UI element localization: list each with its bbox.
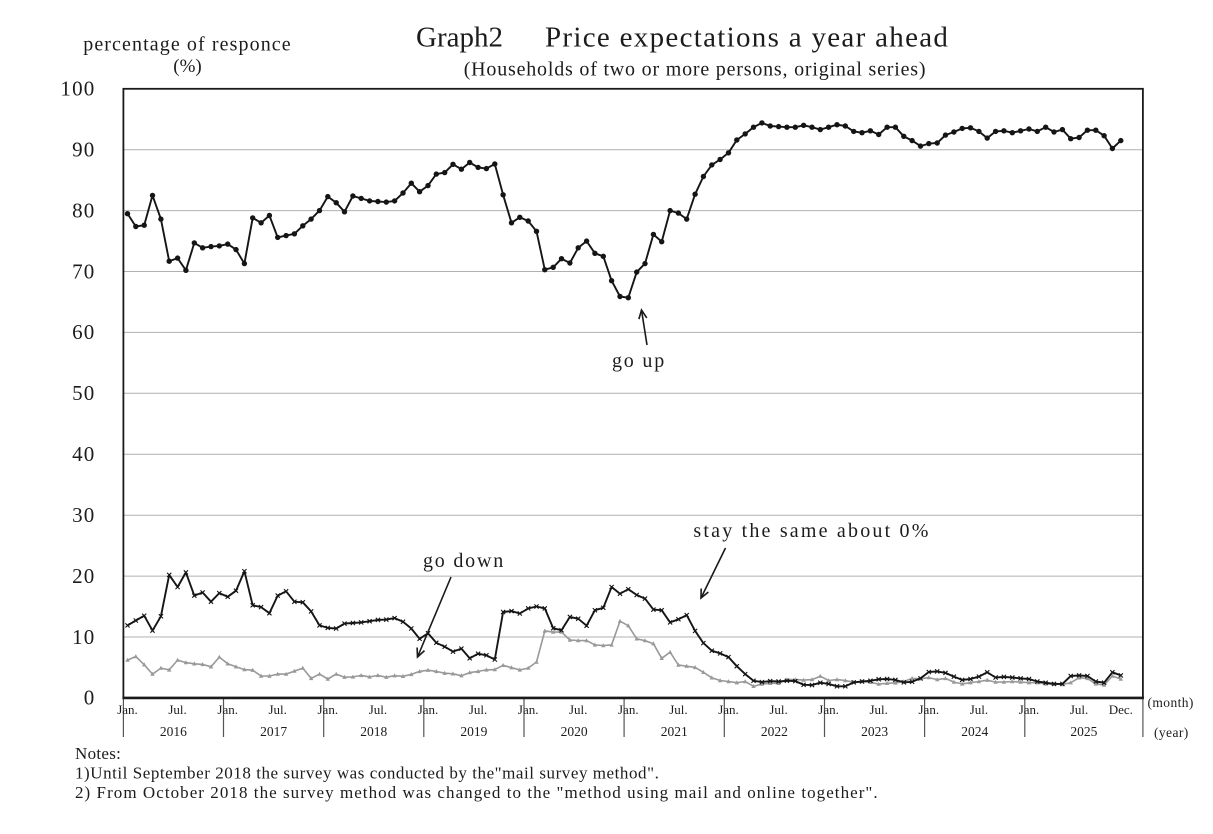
svg-text:2025: 2025 <box>1070 724 1097 739</box>
svg-text:Dec.: Dec. <box>1109 702 1133 717</box>
svg-text:Jan.: Jan. <box>818 702 839 717</box>
svg-text:Jul.: Jul. <box>1070 702 1088 717</box>
svg-text:2022: 2022 <box>761 724 788 739</box>
svg-text:Jan.: Jan. <box>618 702 639 717</box>
svg-text:stay the same about 0%: stay the same about 0% <box>693 520 930 542</box>
svg-text:(month): (month) <box>1148 695 1194 710</box>
svg-text:100: 100 <box>60 77 95 101</box>
svg-text:(year): (year) <box>1154 725 1189 740</box>
svg-text:Graph2: Graph2 <box>416 22 503 54</box>
svg-text:2021: 2021 <box>661 724 688 739</box>
svg-text:2018: 2018 <box>360 724 387 739</box>
svg-text:70: 70 <box>72 259 95 283</box>
svg-text:60: 60 <box>72 320 95 344</box>
svg-text:Jul.: Jul. <box>569 702 587 717</box>
svg-text:2019: 2019 <box>460 724 487 739</box>
svg-text:percentage of responce: percentage of responce <box>83 34 292 56</box>
svg-text:Jul.: Jul. <box>970 702 988 717</box>
svg-text:Jan.: Jan. <box>1019 702 1040 717</box>
svg-text:Jan.: Jan. <box>718 702 739 717</box>
svg-text:90: 90 <box>72 138 95 162</box>
svg-text:2) From October 2018 the surve: 2) From October 2018 the survey method w… <box>75 783 879 802</box>
svg-text:Jan.: Jan. <box>919 702 940 717</box>
svg-text:Jan.: Jan. <box>217 702 238 717</box>
svg-text:Jul.: Jul. <box>268 702 286 717</box>
svg-text:Jul.: Jul. <box>669 702 687 717</box>
svg-text:Jul.: Jul. <box>369 702 387 717</box>
svg-text:40: 40 <box>72 442 95 466</box>
svg-text:1)Until September 2018 the sur: 1)Until September 2018 the survey was co… <box>75 764 659 783</box>
svg-text:2023: 2023 <box>861 724 888 739</box>
svg-text:Price expectations a year ahea: Price expectations a year ahead <box>545 22 949 54</box>
svg-text:2024: 2024 <box>961 724 988 739</box>
svg-text:0: 0 <box>84 686 96 710</box>
svg-text:Notes:: Notes: <box>75 744 121 763</box>
svg-text:(%): (%) <box>173 56 201 77</box>
svg-text:80: 80 <box>72 198 95 222</box>
svg-text:Jan.: Jan. <box>518 702 539 717</box>
svg-text:50: 50 <box>72 381 95 405</box>
svg-text:Jul.: Jul. <box>769 702 787 717</box>
svg-text:Jan.: Jan. <box>117 702 138 717</box>
svg-text:Jul.: Jul. <box>168 702 186 717</box>
svg-text:2017: 2017 <box>260 724 287 739</box>
svg-text:2016: 2016 <box>160 724 187 739</box>
svg-text:Jan.: Jan. <box>418 702 439 717</box>
svg-text:Jul.: Jul. <box>869 702 887 717</box>
svg-text:20: 20 <box>72 564 95 588</box>
svg-text:30: 30 <box>72 503 95 527</box>
svg-text:Jan.: Jan. <box>318 702 339 717</box>
svg-text:(Households of two or more per: (Households of two or more persons, orig… <box>464 59 927 81</box>
svg-text:go down: go down <box>423 550 505 572</box>
svg-text:Jul.: Jul. <box>469 702 487 717</box>
svg-text:10: 10 <box>72 625 95 649</box>
svg-text:go up: go up <box>612 350 666 372</box>
svg-text:2020: 2020 <box>561 724 588 739</box>
